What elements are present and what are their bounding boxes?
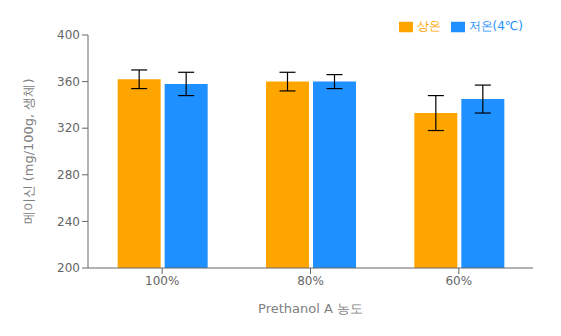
svg-text:400: 400 — [57, 28, 80, 42]
svg-text:60%: 60% — [445, 274, 472, 288]
svg-text:200: 200 — [57, 261, 80, 275]
svg-text:320: 320 — [57, 121, 80, 135]
svg-text:80%: 80% — [297, 274, 324, 288]
svg-text:100%: 100% — [145, 274, 179, 288]
html-text:상온: 상온 — [416, 19, 441, 33]
html-text:저온(4℃): 저온(4℃) — [468, 19, 523, 33]
svg-text:Prethanol A 농도: Prethanol A 농도 — [258, 301, 363, 316]
svg-text:240: 240 — [57, 215, 80, 229]
svg-text:280: 280 — [57, 168, 80, 182]
svg-text:360: 360 — [57, 75, 80, 89]
svg-text:메이신 (mg/100g, 생체): 메이신 (mg/100g, 생체) — [21, 79, 36, 225]
